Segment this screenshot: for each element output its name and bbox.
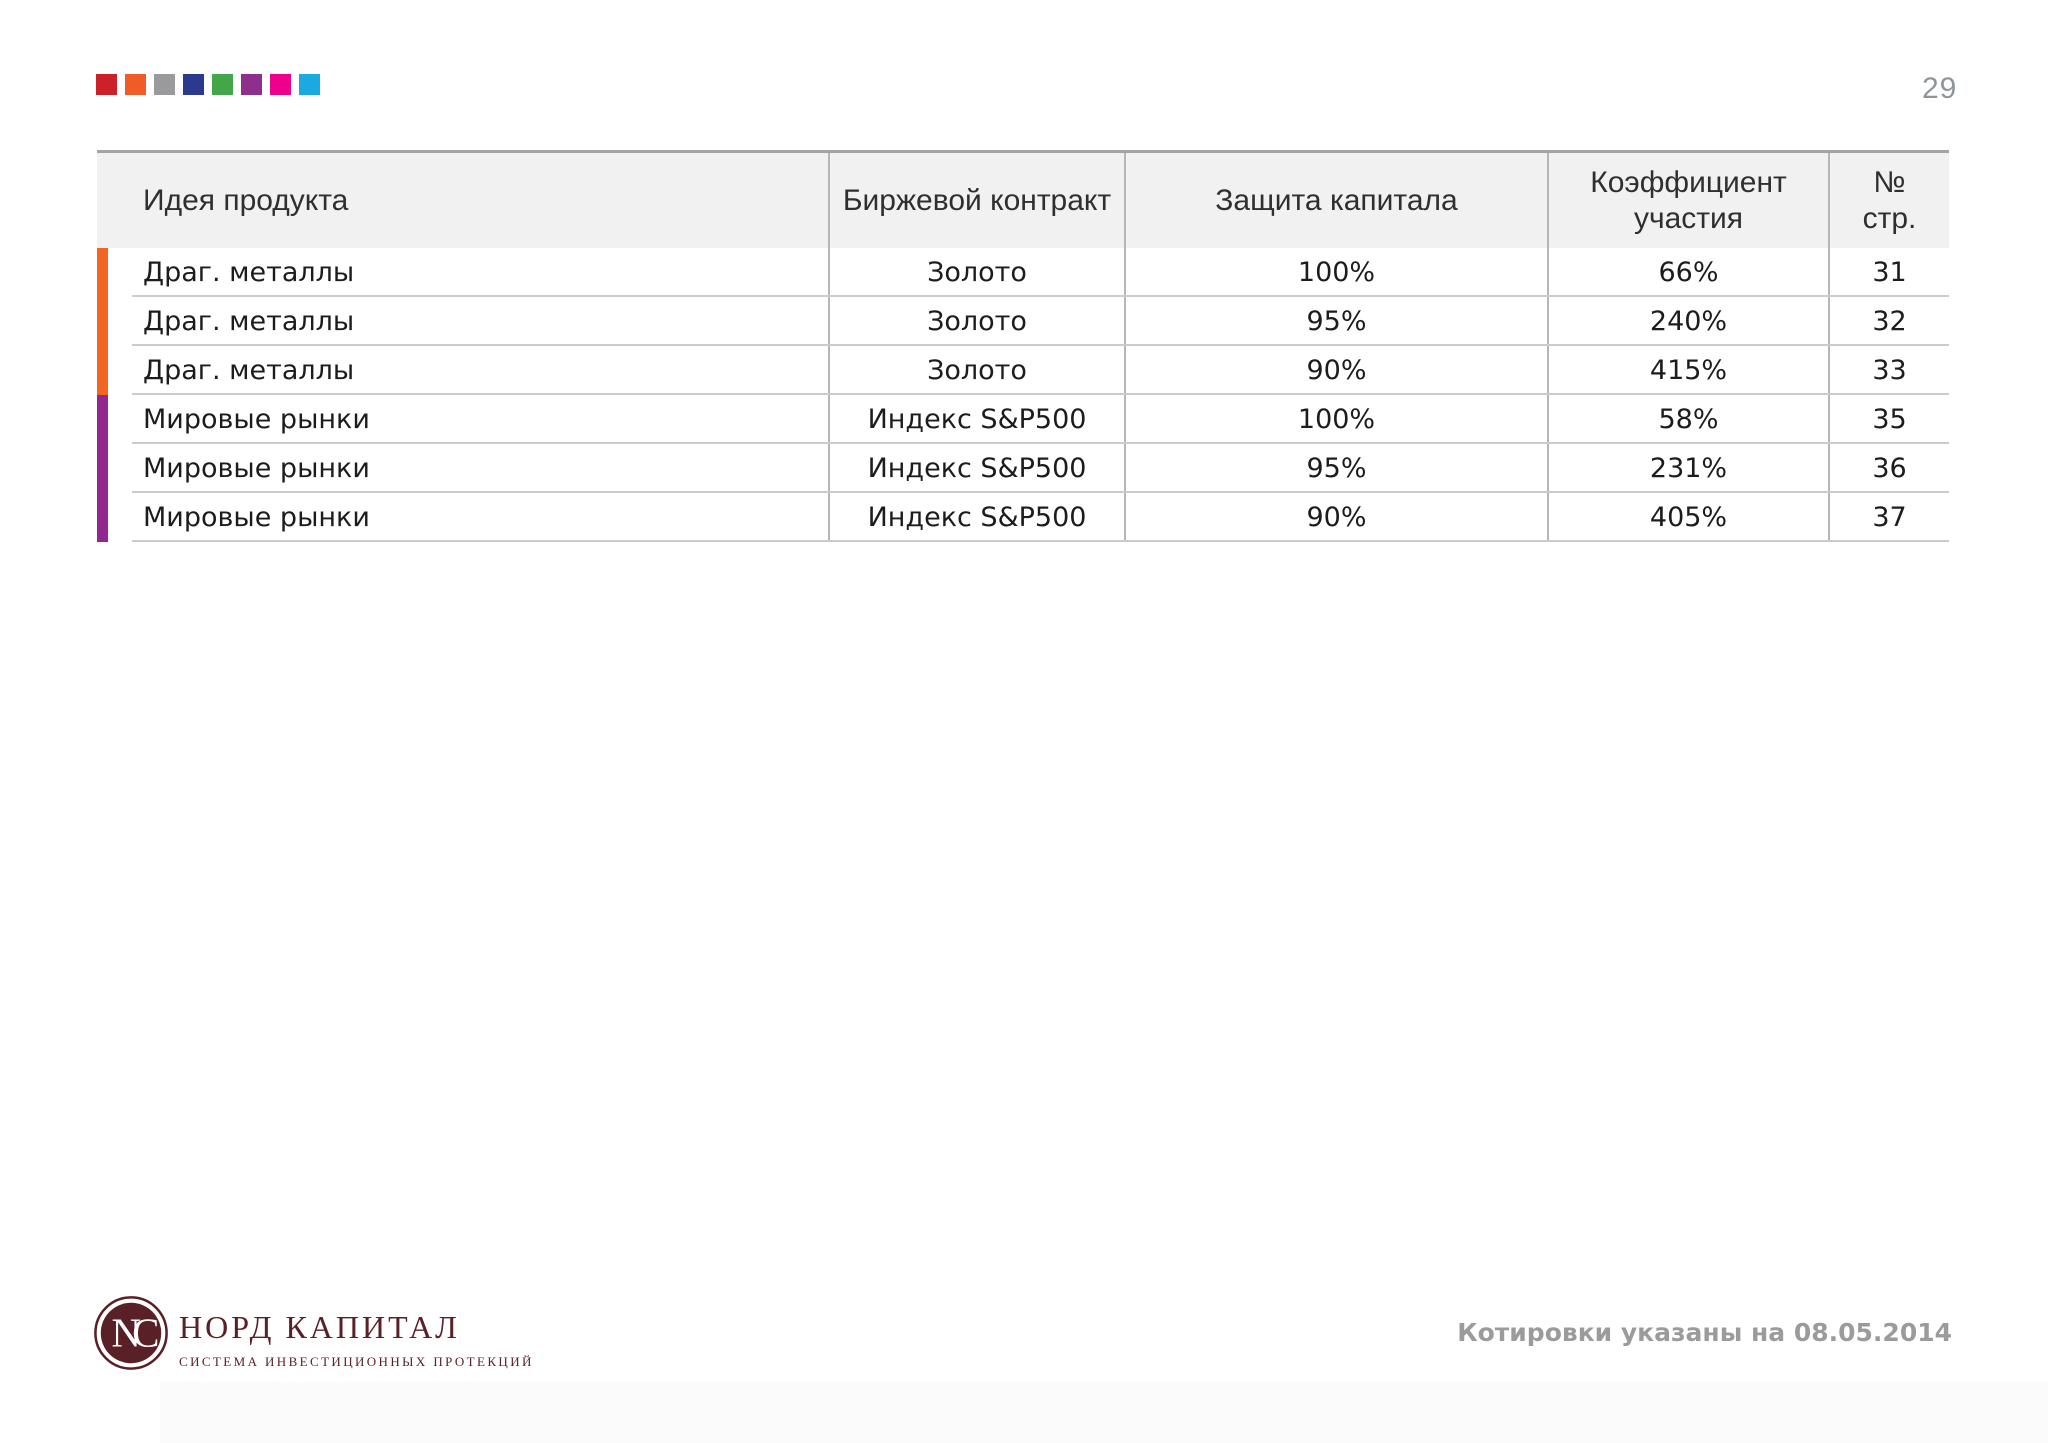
cell-participation-rate: 231%	[1549, 444, 1830, 493]
color-square	[299, 74, 320, 95]
cell-product-idea: Драг. металлы	[97, 297, 830, 346]
cell-participation-rate: 415%	[1549, 346, 1830, 395]
table-row: Драг. металлы Золото 90% 415% 33	[97, 346, 1949, 395]
column-header-participation-rate: Коэффициент участия	[1549, 153, 1830, 248]
page-number: 29	[1922, 72, 1958, 105]
color-square	[212, 74, 233, 95]
cell-page-no: 31	[1872, 257, 1907, 288]
table-body: Драг. металлы Золото 100% 66% 31 Драг. м…	[97, 248, 1949, 542]
cell-exchange-contract: Индекс S&P500	[830, 493, 1126, 542]
quotes-date-note: Котировки указаны на 08.05.2014	[1457, 1318, 1952, 1347]
cell-participation-rate: 240%	[1549, 297, 1830, 346]
table-row: Мировые рынки Индекс S&P500 90% 405% 37	[97, 493, 1949, 542]
cell-capital-protection: 95%	[1126, 444, 1549, 493]
brand-color-squares	[96, 74, 320, 95]
brand-name: НОРД КАПИТАЛ	[179, 1309, 460, 1345]
cell-product-idea: Мировые рынки	[97, 493, 830, 542]
table-row: Мировые рынки Индекс S&P500 95% 231% 36	[97, 444, 1949, 493]
cell-page-no: 37	[1872, 502, 1907, 533]
cell-capital-protection: 90%	[1126, 493, 1549, 542]
cell-exchange-contract: Золото	[830, 346, 1126, 395]
cell-capital-protection: 95%	[1126, 297, 1549, 346]
table-header-row: Идея продукта Биржевой контракт Защита к…	[97, 153, 1949, 248]
color-square	[96, 74, 117, 95]
group-bar-precious-metals	[97, 248, 108, 395]
column-header-page-no: № стр.	[1862, 165, 1917, 235]
cell-participation-rate: 66%	[1549, 248, 1830, 297]
table-row: Мировые рынки Индекс S&P500 100% 58% 35	[97, 395, 1949, 444]
group-bar-world-markets	[97, 395, 108, 542]
column-header-capital-protection: Защита капитала	[1126, 153, 1549, 248]
column-header-product-idea: Идея продукта	[97, 153, 830, 248]
cell-product-idea: Драг. металлы	[97, 346, 830, 395]
cell-page-no: 35	[1872, 404, 1907, 435]
color-square	[241, 74, 262, 95]
table-row: Драг. металлы Золото 100% 66% 31	[97, 248, 1949, 297]
cell-exchange-contract: Индекс S&P500	[830, 444, 1126, 493]
color-square	[154, 74, 175, 95]
color-square	[125, 74, 146, 95]
brand-tagline: СИСТЕМА ИНВЕСТИЦИОННЫХ ПРОТЕКЦИЙ	[179, 1354, 534, 1369]
cell-product-idea: Мировые рынки	[97, 395, 830, 444]
cell-participation-rate: 58%	[1549, 395, 1830, 444]
products-table: Идея продукта Биржевой контракт Защита к…	[97, 150, 1949, 542]
cell-product-idea: Мировые рынки	[97, 444, 830, 493]
color-square	[183, 74, 204, 95]
page-edge-shade	[160, 1381, 2048, 1443]
nord-capital-logo-icon: NC	[94, 1296, 168, 1370]
cell-capital-protection: 100%	[1126, 248, 1549, 297]
cell-page-no: 36	[1872, 453, 1907, 484]
cell-capital-protection: 90%	[1126, 346, 1549, 395]
cell-participation-rate: 405%	[1549, 493, 1830, 542]
table-row: Драг. металлы Золото 95% 240% 32	[97, 297, 1949, 346]
cell-exchange-contract: Золото	[830, 297, 1126, 346]
cell-exchange-contract: Золото	[830, 248, 1126, 297]
cell-capital-protection: 100%	[1126, 395, 1549, 444]
column-header-exchange-contract: Биржевой контракт	[830, 153, 1126, 248]
cell-page-no: 32	[1872, 306, 1907, 337]
cell-exchange-contract: Индекс S&P500	[830, 395, 1126, 444]
brand-text-block: НОРД КАПИТАЛ СИСТЕМА ИНВЕСТИЦИОННЫХ ПРОТ…	[179, 1309, 534, 1370]
cell-product-idea: Драг. металлы	[97, 248, 830, 297]
cell-page-no: 33	[1872, 355, 1907, 386]
color-square	[270, 74, 291, 95]
